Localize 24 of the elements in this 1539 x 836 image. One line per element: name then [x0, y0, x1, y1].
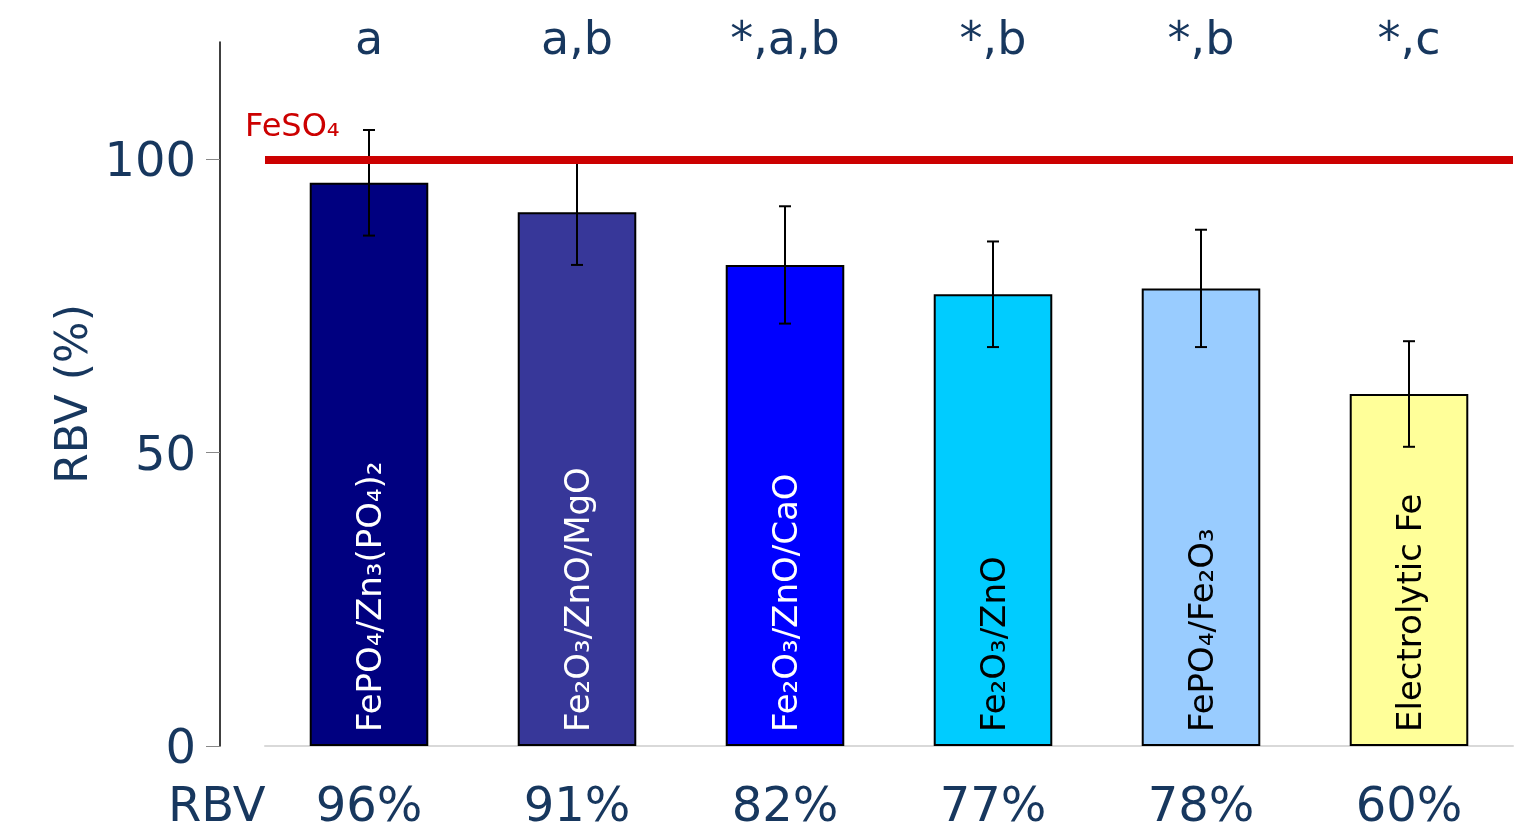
annotation: *,a,b [730, 11, 840, 65]
annotation: *,b [959, 11, 1027, 65]
y-tick-label: 100 [104, 131, 196, 188]
data-label: 78% [1147, 776, 1255, 832]
x-tick-label: Fe₂O₃/ZnO [973, 556, 1013, 732]
x-tick-label: FePO₄/Zn₃(PO₄)₂ [349, 461, 389, 732]
data-label: 96% [315, 776, 423, 832]
y-tick-label: 0 [165, 718, 196, 774]
x-tick-label: Fe₂O₃/ZnO/CaO [765, 473, 805, 732]
y-axis-title: RBV (%) [45, 304, 97, 484]
annotation: a [354, 11, 384, 65]
data-label: 60% [1355, 776, 1463, 832]
data-label: 82% [731, 776, 839, 832]
data-label: 77% [939, 776, 1047, 832]
x-tick-label: Electrolytic Fe [1389, 493, 1429, 732]
annotation: *,c [1377, 11, 1441, 65]
ref-line-label: FeSO₄ [245, 106, 340, 145]
text: RBV [168, 776, 266, 832]
data-label: 91% [523, 776, 631, 832]
annotation: a,b [540, 11, 614, 65]
x-tick-label: FePO₄/Fe₂O₃ [1181, 528, 1221, 732]
y-tick-label: 50 [134, 424, 196, 481]
annotation: *,b [1167, 11, 1235, 65]
x-tick-label: Fe₂O₃/ZnO/MgO [557, 467, 597, 732]
